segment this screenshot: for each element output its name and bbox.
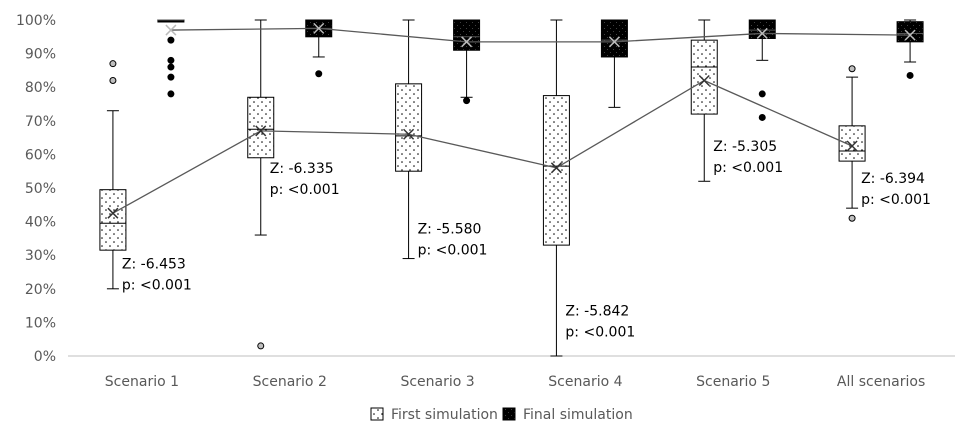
mean-marker (550, 162, 562, 174)
x-tick-label: Scenario 2 (253, 374, 327, 390)
mean-marker (403, 128, 415, 140)
box (542, 95, 570, 246)
annotation-p: p: <0.001 (861, 192, 931, 208)
mean-marker (904, 29, 916, 41)
y-tick-label: 30% (25, 248, 56, 264)
mean-marker (165, 24, 177, 36)
annotations-layer: Z: -6.453 p: <0.001 Z: -6.335 p: <0.001 Z: -… (122, 139, 931, 341)
legend-swatch-first-simulation (370, 407, 384, 421)
y-axis: 0% 10% 20% 30% 40% 50% 60% 70% 80% 90% 100% (16, 13, 56, 365)
outlier-point (758, 90, 766, 98)
outlier-point (167, 36, 175, 44)
annotation-z: Z: -5.842 (565, 304, 629, 320)
annotation-z: Z: -5.305 (713, 139, 777, 155)
outlier-point (167, 63, 175, 71)
box (838, 125, 866, 162)
mean-marker (313, 22, 325, 34)
annotation-z: Z: -6.453 (122, 257, 186, 273)
x-tick-label: Scenario 3 (400, 374, 474, 390)
mean-marker (107, 207, 119, 219)
whiskers-layer (106, 19, 917, 357)
outlier-point (848, 214, 856, 222)
outlier-point (906, 71, 914, 79)
mean-line (170, 27, 911, 43)
y-tick-label: 70% (25, 114, 56, 130)
y-tick-label: 60% (25, 147, 56, 163)
outlier-point (109, 60, 117, 68)
box (896, 21, 924, 43)
box (690, 39, 718, 115)
boxes-layer (99, 19, 924, 251)
annotation-z: Z: -6.335 (270, 161, 334, 177)
outlier-point (848, 65, 856, 73)
legend-label-first-simulation: First simulation (391, 407, 498, 423)
annotation-z: Z: -5.580 (418, 221, 482, 237)
mean-marker (846, 140, 858, 152)
annotation-p: p: <0.001 (122, 278, 192, 294)
box (600, 19, 628, 58)
mean-marker (756, 27, 768, 39)
x-tick-label: All scenarios (837, 374, 925, 390)
box (748, 19, 776, 39)
x-tick-label: Scenario 5 (696, 374, 770, 390)
outlier-point (758, 113, 766, 121)
outlier-point (109, 76, 117, 84)
outlier-point (257, 342, 265, 350)
annotation-p: p: <0.001 (565, 325, 635, 341)
box (453, 19, 481, 51)
annotation-z: Z: -6.394 (861, 171, 925, 187)
outlier-point (315, 70, 323, 78)
y-tick-label: 20% (25, 282, 56, 298)
outliers-layer (109, 36, 914, 350)
mean-marker (461, 36, 473, 48)
mean-marker (698, 74, 710, 87)
y-tick-label: 90% (25, 47, 56, 63)
mean-marker (608, 36, 620, 48)
mean-lines-layer (107, 22, 916, 219)
annotation-p: p: <0.001 (270, 182, 340, 198)
box (395, 83, 423, 172)
outlier-point (167, 56, 175, 64)
y-tick-label: 50% (25, 181, 56, 197)
legend-label-final-simulation: Final simulation (523, 407, 633, 423)
y-tick-label: 10% (25, 315, 56, 331)
mean-marker (255, 125, 267, 137)
y-tick-label: 0% (34, 349, 56, 365)
outlier-point (167, 73, 175, 81)
mean-line (112, 79, 853, 214)
legend: First simulation Final simulation (370, 407, 633, 423)
legend-swatch-final-simulation (502, 407, 516, 421)
y-tick-label: 80% (25, 80, 56, 96)
outlier-point (167, 90, 175, 98)
x-tick-label: Scenario 4 (548, 374, 622, 390)
annotation-p: p: <0.001 (418, 242, 488, 258)
y-tick-label: 40% (25, 215, 56, 231)
box (247, 96, 275, 159)
box (99, 189, 127, 251)
outlier-point (463, 97, 471, 105)
x-axis: Scenario 1 Scenario 2 Scenario 3 Scenario 4… (68, 355, 955, 390)
x-tick-label: Scenario 1 (105, 374, 179, 390)
annotation-p: p: <0.001 (713, 160, 783, 176)
y-tick-label: 100% (16, 13, 56, 29)
